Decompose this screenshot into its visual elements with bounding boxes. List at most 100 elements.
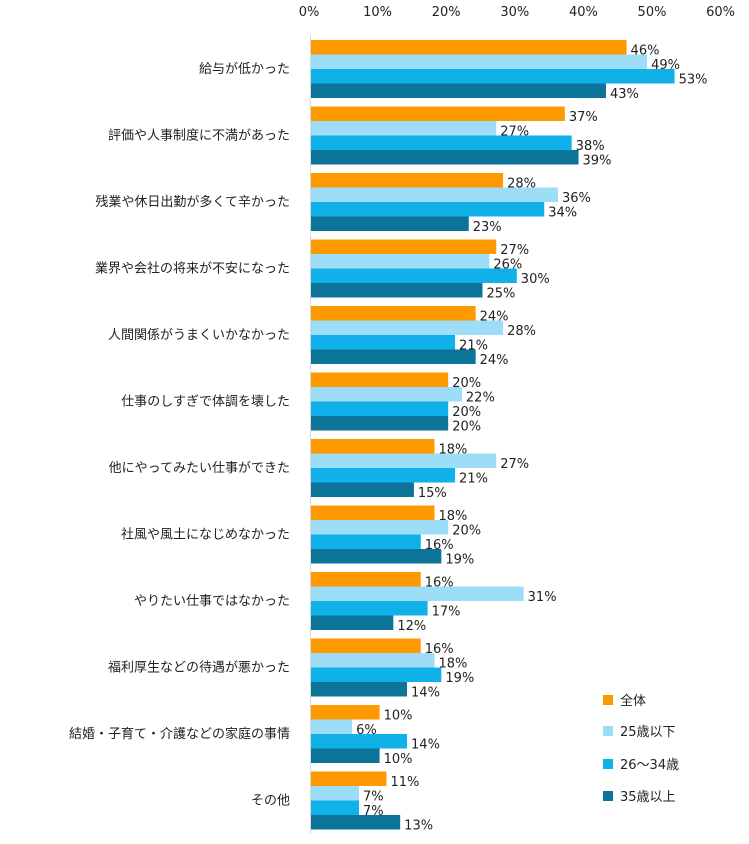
data-label: 14% — [411, 685, 440, 700]
bar — [311, 187, 558, 202]
data-label: 10% — [384, 752, 413, 767]
data-label: 53% — [679, 72, 708, 87]
bar — [311, 771, 387, 786]
x-tick-label: 30% — [500, 5, 529, 20]
bar — [311, 335, 456, 350]
bar — [311, 306, 476, 321]
bar — [311, 586, 524, 601]
data-label: 28% — [507, 324, 536, 339]
bar — [311, 786, 360, 801]
category-label: 福利厚生などの待遇が悪かった — [108, 661, 290, 676]
bar — [311, 615, 394, 630]
x-tick-label: 10% — [363, 5, 392, 20]
data-label: 34% — [548, 205, 577, 220]
bar — [311, 387, 462, 402]
bar — [311, 349, 476, 364]
bar — [311, 468, 456, 483]
bar — [311, 268, 517, 283]
data-label: 10% — [384, 708, 413, 723]
bar — [311, 216, 469, 231]
bar — [311, 239, 497, 254]
bar — [311, 815, 401, 830]
data-label: 38% — [576, 139, 605, 154]
bar — [311, 667, 442, 682]
data-label: 23% — [473, 220, 502, 235]
category-label: 人間関係がうまくいかなかった — [108, 328, 290, 343]
bar — [311, 505, 435, 520]
data-label: 39% — [583, 153, 612, 168]
category-label: 仕事のしすぎで体調を壊した — [121, 395, 290, 410]
data-label: 12% — [397, 619, 426, 634]
data-label: 14% — [411, 737, 440, 752]
data-label: 11% — [390, 775, 419, 790]
bar — [311, 549, 442, 564]
bar — [311, 69, 675, 84]
category-label: 給与が低かった — [199, 62, 290, 77]
data-label: 20% — [452, 405, 481, 420]
bar — [311, 800, 360, 815]
bar — [311, 520, 449, 535]
x-tick-label: 40% — [569, 5, 598, 20]
category-label: 残業や休日出勤が多くて辛かった — [95, 194, 290, 210]
data-label: 17% — [432, 604, 461, 619]
data-label: 13% — [404, 818, 433, 833]
data-label: 20% — [452, 523, 481, 538]
category-label: その他 — [251, 794, 290, 809]
x-tick-label: 60% — [706, 5, 735, 20]
bar — [311, 121, 497, 136]
category-label: 結婚・子育て・介護などの家庭の事情 — [69, 726, 290, 742]
bar — [311, 482, 414, 497]
bar — [311, 54, 648, 69]
bar — [311, 719, 353, 734]
bar — [311, 734, 408, 749]
category-label: 他にやってみたい仕事ができた — [109, 461, 290, 476]
data-label: 37% — [569, 110, 598, 125]
bar — [311, 106, 565, 121]
legend-label: 26～34歳 — [620, 758, 679, 773]
bar — [311, 320, 504, 335]
bar — [311, 202, 545, 217]
bar — [311, 150, 579, 165]
bar — [311, 173, 504, 188]
data-label: 22% — [466, 390, 495, 405]
bar — [311, 653, 435, 668]
data-label: 15% — [418, 486, 447, 501]
category-label: やりたい仕事ではなかった — [134, 594, 290, 609]
bar — [311, 372, 449, 387]
legend-swatch — [603, 726, 613, 736]
bar — [311, 416, 449, 431]
legend-label: 35歳以上 — [620, 790, 676, 805]
data-label: 21% — [459, 471, 488, 486]
data-label: 27% — [500, 457, 529, 472]
x-tick-label: 0% — [299, 5, 320, 20]
legend-swatch — [603, 791, 613, 801]
bar — [311, 439, 435, 454]
data-label: 36% — [562, 191, 591, 206]
category-label: 社風や風土になじめなかった — [121, 527, 290, 543]
category-label: 評価や人事制度に不満があった — [108, 128, 290, 144]
bar — [311, 83, 606, 98]
bar — [311, 534, 421, 549]
legend-swatch — [603, 695, 613, 705]
bar — [311, 254, 490, 269]
data-label: 20% — [452, 419, 481, 434]
x-tick-label: 50% — [638, 5, 667, 20]
bar — [311, 135, 572, 150]
data-label: 43% — [610, 87, 639, 102]
data-label: 19% — [445, 671, 474, 686]
bar — [311, 283, 483, 298]
data-label: 18% — [438, 656, 467, 671]
data-label: 24% — [480, 353, 509, 368]
legend-label: 25歳以下 — [620, 725, 676, 740]
bar — [311, 401, 449, 416]
bar — [311, 748, 380, 763]
data-label: 30% — [521, 272, 550, 287]
bar — [311, 601, 428, 616]
legend-swatch — [603, 759, 613, 769]
bar — [311, 453, 497, 468]
bar — [311, 40, 627, 55]
data-label: 25% — [487, 286, 516, 301]
bar — [311, 572, 421, 587]
data-label: 31% — [528, 590, 557, 605]
